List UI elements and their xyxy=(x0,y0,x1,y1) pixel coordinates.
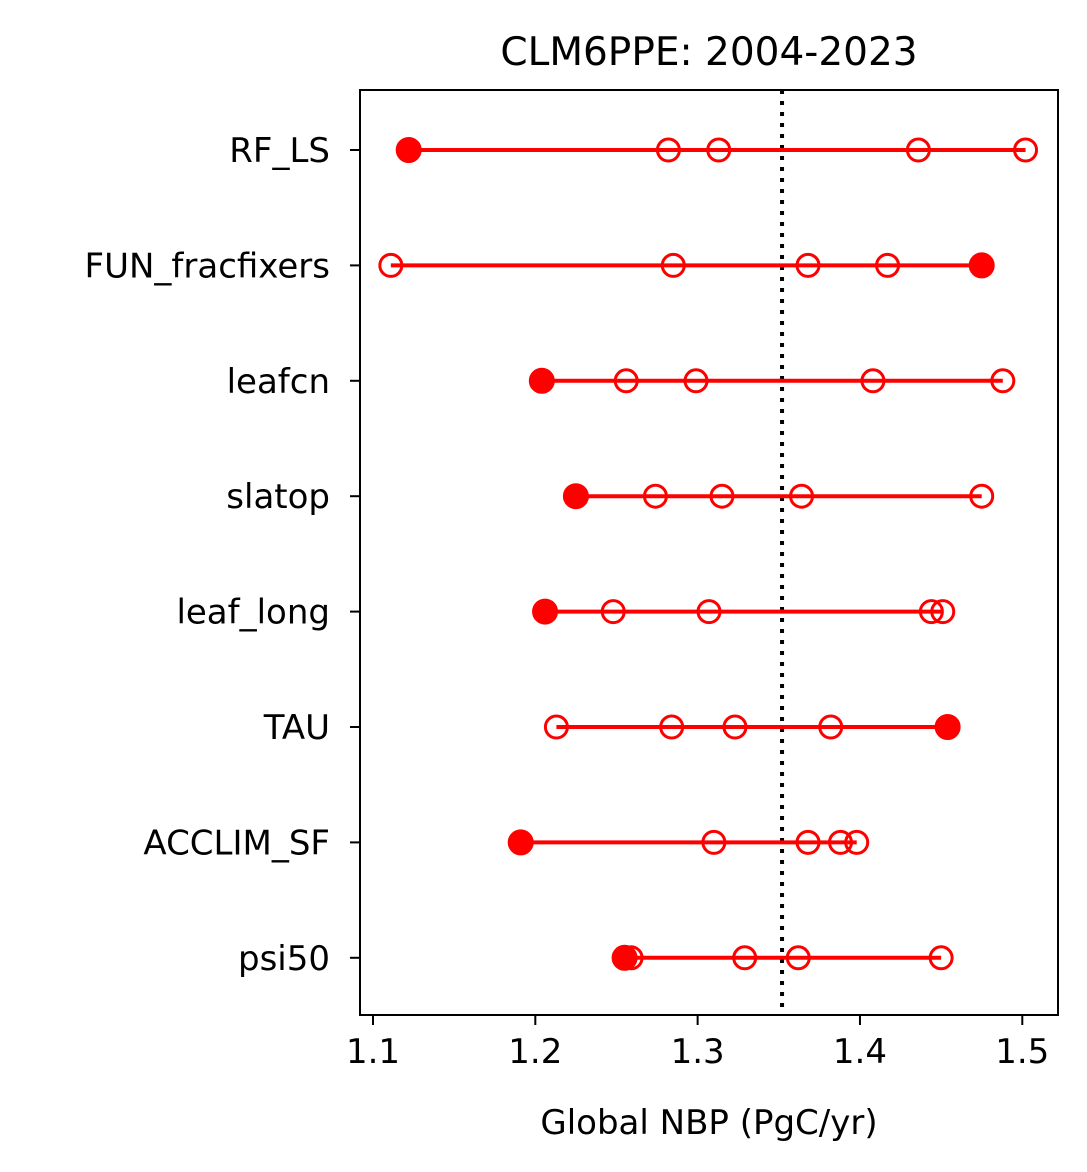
open-marker xyxy=(789,483,815,509)
open-marker xyxy=(732,945,758,971)
y-tick-label: slatop xyxy=(226,477,330,517)
open-marker xyxy=(696,599,722,625)
open-marker xyxy=(701,829,727,855)
open-marker xyxy=(905,137,931,163)
open-marker xyxy=(785,945,811,971)
open-marker xyxy=(930,599,956,625)
open-marker xyxy=(722,714,748,740)
x-axis-label: Global NBP (PgC/yr) xyxy=(540,1103,877,1143)
y-tick-label: FUN_fracfixers xyxy=(85,246,330,286)
y-tick-label: TAU xyxy=(263,708,330,748)
plot-frame xyxy=(359,89,1059,1016)
filled-marker xyxy=(528,367,555,394)
y-tick-label: leafcn xyxy=(227,362,330,402)
filled-marker xyxy=(395,137,422,163)
open-marker xyxy=(660,252,686,278)
y-tick-label: leaf_long xyxy=(176,593,330,633)
open-marker xyxy=(709,483,735,509)
x-tick-label: 1.3 xyxy=(671,1032,725,1072)
open-marker xyxy=(990,368,1016,394)
open-marker xyxy=(875,252,901,278)
plot-area: 1.1 1.2 1.3 1.4 1.5 RF_LS FUN_fracfixersleafcn… xyxy=(85,89,1059,1072)
open-marker xyxy=(600,599,626,625)
open-marker xyxy=(659,714,685,740)
y-tick-label: RF_LS xyxy=(229,131,330,171)
open-marker xyxy=(642,483,668,509)
x-tick-label: 1.2 xyxy=(508,1032,562,1072)
x-tick-label: 1.5 xyxy=(995,1032,1049,1072)
filled-marker xyxy=(934,714,961,740)
open-marker xyxy=(706,137,732,163)
open-marker xyxy=(844,829,870,855)
filled-marker xyxy=(532,598,559,625)
open-marker xyxy=(1013,137,1039,163)
open-marker xyxy=(683,368,709,394)
open-marker xyxy=(655,137,681,163)
open-marker xyxy=(378,252,404,278)
filled-marker xyxy=(968,252,995,279)
filled-marker xyxy=(507,829,534,856)
open-marker xyxy=(543,714,569,740)
y-tick-label: ACCLIM_SF xyxy=(143,823,330,863)
chart-title: CLM6PPE: 2004-2023 xyxy=(500,30,917,75)
x-tick-label: 1.1 xyxy=(346,1032,400,1072)
open-marker xyxy=(918,599,944,625)
open-marker xyxy=(795,829,821,855)
open-marker xyxy=(827,829,853,855)
open-marker xyxy=(928,945,954,971)
filled-marker xyxy=(611,944,638,971)
open-marker xyxy=(860,368,886,394)
open-marker xyxy=(613,368,639,394)
y-tick-label: psi50 xyxy=(238,939,330,979)
x-tick-label: 1.4 xyxy=(833,1032,887,1072)
filled-marker xyxy=(562,483,589,510)
open-marker xyxy=(795,252,821,278)
open-marker xyxy=(969,483,995,509)
open-marker xyxy=(818,714,844,740)
